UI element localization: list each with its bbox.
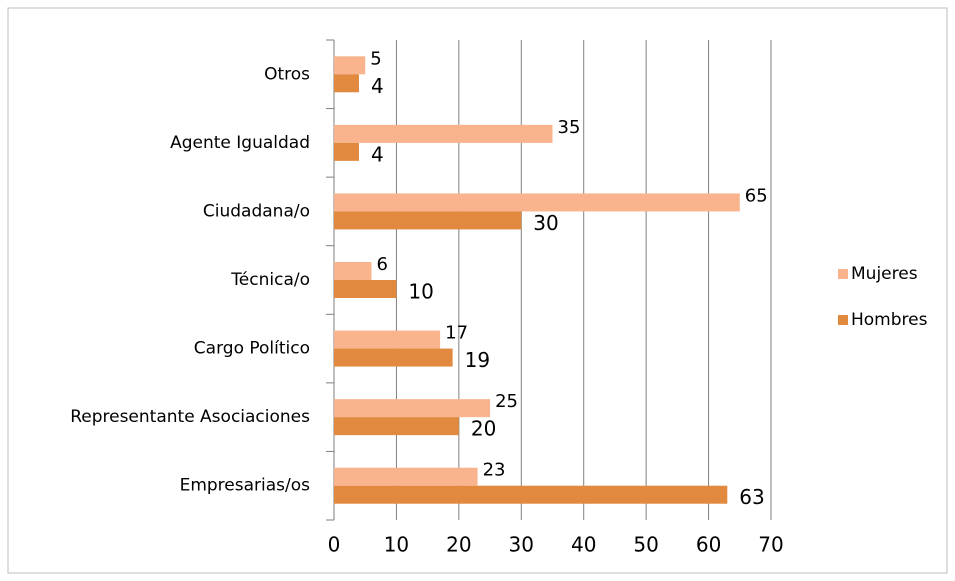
y-tick-label: Cargo Político (194, 339, 310, 359)
y-tick-label: Técnica/o (230, 270, 310, 290)
x-tick-label: 20 (446, 533, 471, 557)
x-tick-label: 60 (696, 533, 721, 557)
bar (334, 467, 478, 486)
bar (334, 348, 453, 367)
value-label: 5 (370, 48, 381, 69)
value-label: 20 (471, 417, 496, 441)
value-label: 19 (465, 348, 490, 372)
bar (334, 417, 459, 436)
x-tick-label: 10 (384, 533, 409, 557)
value-label: 10 (408, 280, 433, 304)
value-label: 4 (371, 142, 384, 166)
value-label: 6 (376, 254, 387, 275)
value-label: 65 (745, 185, 768, 206)
y-tick-label: Empresarias/os (180, 476, 311, 496)
x-tick-label: 0 (328, 533, 341, 557)
legend-label: Hombres (851, 310, 928, 330)
x-tick-label: 70 (758, 533, 783, 557)
bar (334, 280, 397, 298)
value-label: 30 (533, 211, 558, 235)
y-tick-label: Otros (264, 64, 310, 84)
legend-label: Mujeres (851, 264, 918, 284)
legend-swatch (838, 269, 848, 279)
value-label: 35 (558, 117, 581, 138)
bar (334, 485, 728, 504)
y-tick-label: Agente Igualdad (170, 133, 310, 153)
bar (334, 124, 553, 143)
value-label: 4 (371, 74, 384, 98)
x-tick-label: 40 (571, 533, 596, 557)
x-tick-label: 50 (633, 533, 658, 557)
y-tick-label: Ciudadana/o (203, 201, 310, 221)
bar (334, 211, 522, 230)
y-tick-label: Representante Asociaciones (70, 407, 310, 427)
value-label: 23 (483, 460, 506, 481)
bar (334, 262, 372, 280)
bar (334, 74, 359, 93)
legend-swatch (838, 315, 848, 325)
bar (334, 330, 441, 349)
bar (334, 56, 366, 75)
bar (334, 399, 491, 418)
bar (334, 193, 740, 212)
value-label: 17 (445, 323, 468, 344)
bar (334, 142, 359, 161)
value-label: 25 (495, 391, 518, 412)
value-label: 63 (739, 485, 764, 509)
x-tick-label: 30 (509, 533, 534, 557)
